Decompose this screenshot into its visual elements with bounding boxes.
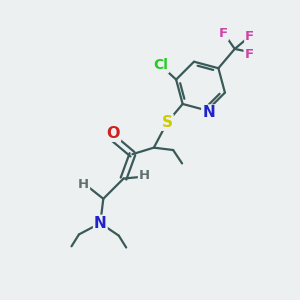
Text: F: F	[244, 48, 253, 61]
Text: H: H	[139, 169, 150, 182]
Text: O: O	[107, 126, 120, 141]
Text: N: N	[94, 216, 107, 231]
Text: F: F	[219, 27, 228, 40]
Text: S: S	[162, 115, 173, 130]
Text: Cl: Cl	[153, 58, 168, 73]
Text: H: H	[78, 178, 89, 191]
Text: F: F	[245, 30, 254, 43]
Text: N: N	[202, 105, 215, 120]
